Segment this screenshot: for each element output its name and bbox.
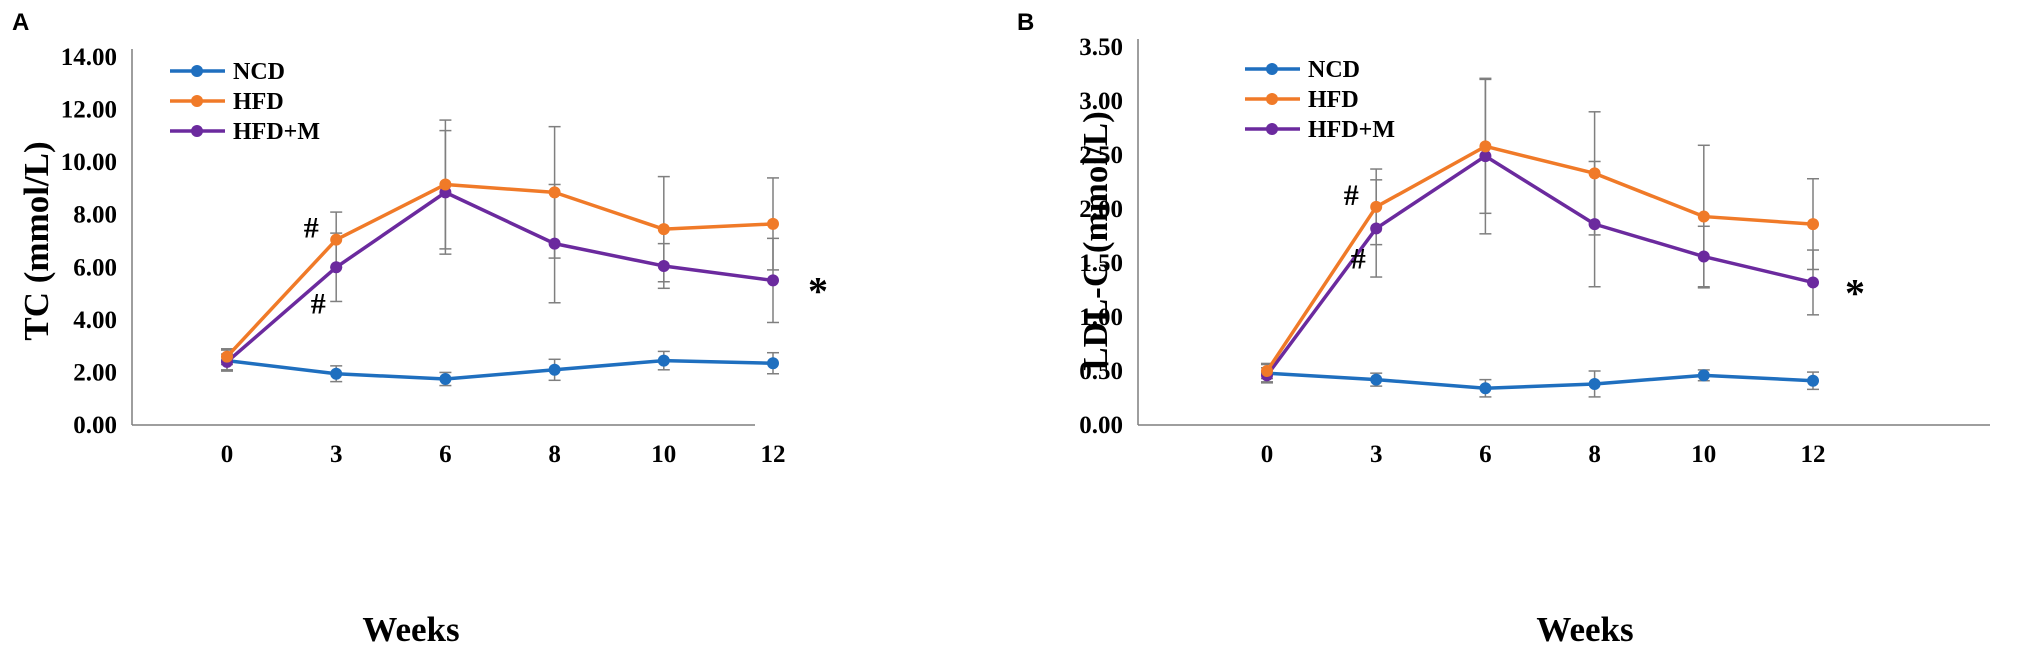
data-point-ncd xyxy=(657,354,670,367)
series-line-hfd-m xyxy=(1265,154,1814,377)
data-point-hfd xyxy=(439,178,452,191)
x-tick-label: 6 xyxy=(1479,441,1492,468)
legend-label: HFD xyxy=(1308,87,1359,113)
data-point-hfd xyxy=(1370,200,1383,213)
x-tick-label: 10 xyxy=(1691,441,1716,468)
x-tick-label: 0 xyxy=(1261,441,1274,468)
data-point-hfd-m xyxy=(657,259,670,272)
significance-annotation: * xyxy=(1845,270,1865,315)
y-tick-label: 12.00 xyxy=(61,97,117,124)
panel-letter: B xyxy=(1017,9,1034,36)
y-tick-label: 4.00 xyxy=(73,307,117,334)
y-tick-label: 3.00 xyxy=(1079,88,1123,115)
y-tick-label: 0.50 xyxy=(1079,358,1123,385)
legend-marker xyxy=(1266,123,1278,135)
data-point-hfd-m xyxy=(1370,222,1383,235)
data-point-hfd-m xyxy=(330,261,343,274)
legend-label: NCD xyxy=(1308,57,1360,83)
data-point-ncd xyxy=(1588,377,1601,390)
legend-marker xyxy=(191,125,203,137)
panel-letter: A xyxy=(12,9,29,36)
y-tick-label: 3.50 xyxy=(1079,34,1123,61)
series-line-hfd xyxy=(1265,144,1814,372)
significance-annotation: # xyxy=(311,287,326,320)
data-point-hfd-m xyxy=(548,237,561,250)
data-point-hfd xyxy=(1261,365,1273,377)
y-tick-label: 2.50 xyxy=(1079,142,1123,169)
panel-b-chart: B 0.00 0.50 1.00 1.50 2.00 2.50 3.00 3.50 0 3 6 8 10 1… xyxy=(1017,9,1990,649)
panel-a-chart: A 0.00 2.00 4.00 6.00 8.00 10.00 12.00 14.00 0 3 6 8… xyxy=(12,9,828,649)
series-line-ncd xyxy=(226,358,774,381)
significance-annotation: * xyxy=(808,268,828,313)
x-tick-label: 8 xyxy=(548,441,561,468)
data-point-hfd xyxy=(548,186,561,199)
data-point-hfd-m xyxy=(1588,218,1601,231)
data-point-ncd xyxy=(330,367,343,380)
y-axis-title: TC (mmol/L) xyxy=(17,141,56,340)
data-point-ncd xyxy=(1370,373,1383,386)
x-tick-label: 6 xyxy=(439,441,452,468)
legend-label: HFD+M xyxy=(1308,117,1395,143)
significance-annotation: # xyxy=(1351,242,1366,275)
data-point-hfd-m xyxy=(1807,276,1819,289)
series-line-hfd-m xyxy=(225,190,774,364)
data-point-ncd xyxy=(767,357,779,370)
significance-annotation: # xyxy=(1344,179,1359,212)
x-tick-label: 0 xyxy=(221,441,234,468)
x-tick-label: 12 xyxy=(761,441,786,468)
y-tick-label: 10.00 xyxy=(61,149,117,176)
data-point-hfd-m xyxy=(1697,250,1710,263)
legend-label: HFD+M xyxy=(233,119,320,145)
data-point-hfd xyxy=(1479,140,1492,153)
x-tick-label: 8 xyxy=(1588,441,1601,468)
x-tick-label: 3 xyxy=(1370,441,1383,468)
data-point-ncd xyxy=(1479,382,1492,395)
y-tick-label: 2.00 xyxy=(1079,196,1123,223)
y-tick-label: 2.00 xyxy=(73,359,117,386)
x-axis-title: Weeks xyxy=(362,610,459,649)
y-tick-label: 1.00 xyxy=(1079,304,1123,331)
y-tick-label: 14.00 xyxy=(61,44,117,71)
x-tick-label: 10 xyxy=(651,441,676,468)
data-point-hfd xyxy=(1588,167,1601,180)
data-point-hfd xyxy=(657,223,670,236)
data-point-hfd-m xyxy=(1479,150,1492,163)
data-point-hfd xyxy=(330,233,343,246)
x-tick-label: 12 xyxy=(1801,441,1826,468)
legend-marker xyxy=(1266,63,1278,75)
significance-annotation: # xyxy=(304,212,319,245)
legend-marker xyxy=(1266,93,1278,105)
data-point-ncd xyxy=(1697,369,1710,382)
series-line-ncd xyxy=(1266,371,1814,391)
y-axis-title: LDL-C (mmol/L) xyxy=(1076,111,1115,371)
data-point-hfd xyxy=(1807,218,1819,231)
data-point-ncd xyxy=(439,373,452,385)
y-tick-label: 8.00 xyxy=(73,202,117,229)
legend-label: NCD xyxy=(233,59,285,85)
legend-label: HFD xyxy=(233,89,284,115)
x-tick-label: 3 xyxy=(330,441,343,468)
data-point-hfd-m xyxy=(767,274,779,287)
data-point-hfd xyxy=(221,350,233,363)
y-tick-label: 0.00 xyxy=(73,412,117,439)
data-point-ncd xyxy=(1807,374,1819,387)
data-point-hfd xyxy=(767,217,779,230)
y-tick-label: 0.00 xyxy=(1079,412,1123,439)
y-tick-label: 1.50 xyxy=(1079,250,1123,277)
data-point-ncd xyxy=(548,363,561,376)
legend-marker xyxy=(191,65,203,77)
x-axis-title: Weeks xyxy=(1536,610,1633,649)
legend-marker xyxy=(191,95,203,107)
data-point-hfd xyxy=(1697,210,1710,223)
series-line-hfd xyxy=(225,182,774,358)
y-tick-label: 6.00 xyxy=(73,254,117,281)
